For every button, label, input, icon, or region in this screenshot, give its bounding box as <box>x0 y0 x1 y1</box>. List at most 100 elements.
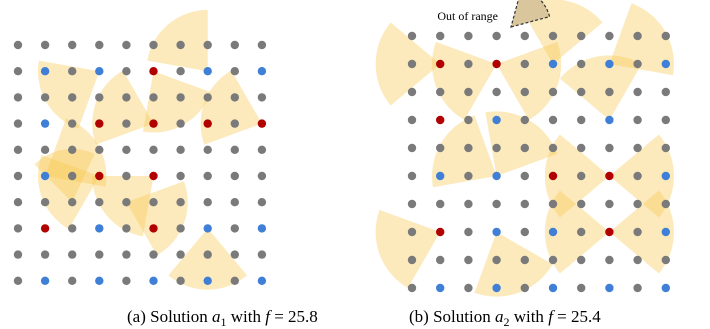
coverage-sector <box>485 111 558 176</box>
grid-point <box>407 171 417 181</box>
grid-point <box>520 115 529 125</box>
grid-point <box>68 93 77 102</box>
caption-a-sub: 1 <box>221 315 227 329</box>
grid-point <box>13 40 23 50</box>
grid-point <box>633 31 642 41</box>
target-point <box>40 67 50 76</box>
sensor-point <box>149 119 158 128</box>
grid-point <box>68 224 77 233</box>
sensor-point <box>548 171 558 181</box>
grid-point <box>407 59 417 69</box>
grid-point <box>13 171 23 181</box>
grid-point <box>464 227 473 237</box>
grid-point <box>605 87 614 97</box>
grid-point <box>548 143 558 153</box>
grid-point <box>122 250 131 259</box>
grid-point <box>661 199 670 209</box>
caption-b-eq: = 25.4 <box>553 307 601 326</box>
caption-a-eq: = 25.8 <box>270 307 318 326</box>
grid-point <box>122 171 131 181</box>
target-point <box>605 115 614 125</box>
grid-point <box>464 171 473 181</box>
coverage-sector <box>432 115 497 188</box>
sensor-point <box>436 115 445 125</box>
out-of-range-label: Out of range <box>437 9 498 23</box>
coverage-sector <box>496 41 562 120</box>
grid-point <box>68 198 77 207</box>
grid-point <box>230 40 239 50</box>
grid-point <box>464 199 473 209</box>
grid-point <box>577 283 586 293</box>
grid-point <box>176 119 185 128</box>
sensor-point <box>436 227 445 237</box>
target-point <box>661 171 670 181</box>
grid-point <box>605 199 614 209</box>
sensor-point <box>95 171 104 181</box>
sensor-point <box>605 171 614 181</box>
grid-point <box>548 31 558 41</box>
grid-point <box>407 31 417 41</box>
grid-point <box>122 145 131 154</box>
target-point <box>492 171 501 181</box>
coverage-sector <box>142 71 212 133</box>
grid-point <box>40 198 50 207</box>
grid-point <box>407 199 417 209</box>
grid-point <box>68 276 77 285</box>
grid-point <box>230 276 239 285</box>
grid-point <box>122 276 131 285</box>
target-point <box>492 283 501 293</box>
grid-point <box>149 250 158 259</box>
grid-point <box>13 119 23 128</box>
grid-point <box>520 199 529 209</box>
target-point <box>203 224 212 233</box>
grid-point <box>577 255 586 265</box>
caption-b-var: a <box>495 307 504 326</box>
target-point <box>203 67 212 76</box>
grid-point <box>577 143 586 153</box>
grid-point <box>68 119 77 128</box>
grid-point <box>633 115 642 125</box>
grid-point <box>95 198 104 207</box>
grid-point <box>464 87 473 97</box>
grid-point <box>149 145 158 154</box>
target-point <box>492 227 501 237</box>
grid-point <box>464 283 473 293</box>
grid-point <box>520 143 529 153</box>
grid-point <box>520 227 529 237</box>
grid-point <box>577 171 586 181</box>
grid-point <box>68 250 77 259</box>
target-point <box>95 276 104 285</box>
coverage-sector <box>375 209 441 288</box>
svg-text:(a) Solution a1 with f = 25.8: (a) Solution a1 with f = 25.8 <box>127 307 318 329</box>
panel-b-grid <box>375 0 674 297</box>
grid-point <box>176 250 185 259</box>
target-point <box>605 283 614 293</box>
grid-point <box>464 115 473 125</box>
grid-point <box>122 224 131 233</box>
target-point <box>40 119 50 128</box>
grid-point <box>257 40 267 50</box>
grid-point <box>492 199 501 209</box>
sensor-point <box>95 119 104 128</box>
coverage-sector <box>37 155 100 230</box>
grid-point <box>661 255 670 265</box>
grid-point <box>230 93 239 102</box>
grid-point <box>68 145 77 154</box>
grid-point <box>661 143 670 153</box>
target-point <box>257 276 267 285</box>
grid-point <box>176 40 185 50</box>
target-point <box>40 171 50 181</box>
caption-a-var: a <box>212 307 221 326</box>
grid-point <box>149 40 158 50</box>
target-point <box>149 276 158 285</box>
grid-point <box>605 31 614 41</box>
panel-a-grid <box>13 9 267 290</box>
grid-point <box>520 255 529 265</box>
grid-point <box>176 145 185 154</box>
grid-point <box>548 115 558 125</box>
grid-point <box>230 145 239 154</box>
sensor-point <box>203 119 212 128</box>
grid-point <box>577 115 586 125</box>
